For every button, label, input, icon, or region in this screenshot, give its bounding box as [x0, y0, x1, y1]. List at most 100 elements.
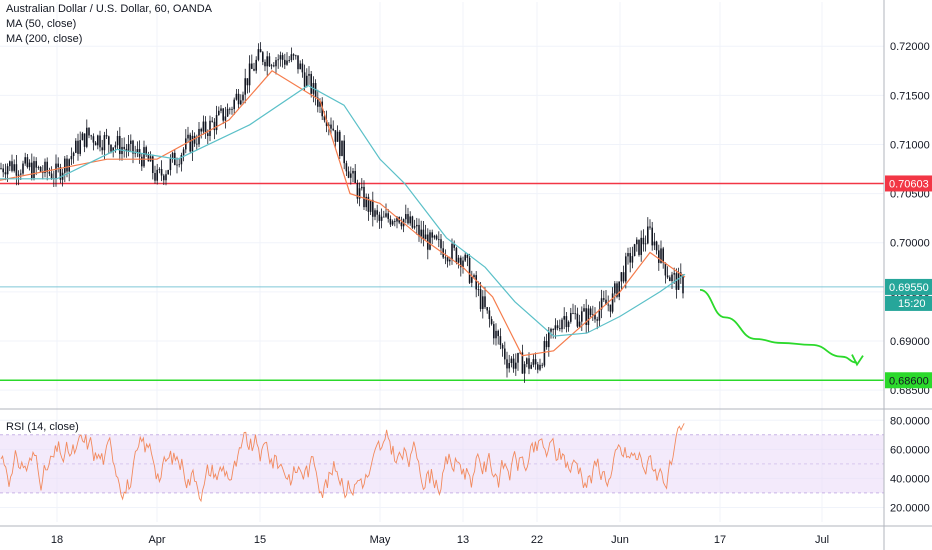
candle-body	[262, 52, 264, 62]
candle-body	[504, 348, 506, 360]
candle-body	[110, 144, 112, 152]
candle-body	[429, 232, 431, 250]
y-tick-label: 0.70500	[890, 189, 930, 201]
candle-body	[220, 108, 222, 111]
candle-body	[83, 133, 86, 147]
candle-body	[211, 120, 213, 122]
candle-body	[453, 243, 455, 248]
candle-body	[561, 319, 563, 330]
candle-body	[125, 148, 128, 151]
rsi-tick-label: 40.0000	[890, 473, 930, 485]
y-tick-label: 0.72000	[890, 41, 930, 53]
candle-body	[55, 163, 57, 179]
candle-body	[275, 60, 277, 67]
candle-body	[378, 214, 381, 221]
candle-body	[264, 61, 266, 67]
candle-body	[400, 222, 403, 227]
candle-body	[266, 56, 268, 67]
candle-body	[682, 276, 684, 294]
x-tick-label: 13	[457, 534, 469, 546]
candle-body	[644, 243, 647, 245]
candle-body	[268, 56, 271, 67]
x-tick-label: 15	[254, 534, 266, 546]
candle-body	[618, 281, 620, 297]
candle-body	[180, 155, 183, 165]
resistance-badge-label: 0.70603	[889, 178, 929, 190]
candle-body	[363, 186, 365, 208]
candle-body	[585, 308, 587, 325]
candle-body	[556, 325, 559, 329]
candle-body	[101, 147, 103, 151]
candle-body	[517, 353, 519, 363]
candle-body	[257, 49, 260, 60]
candle-body	[387, 213, 389, 219]
candle-body	[416, 224, 418, 227]
candle-body	[218, 110, 220, 116]
candle-body	[409, 216, 411, 224]
candle-body	[176, 164, 178, 166]
candle-body	[460, 257, 462, 268]
candle-body	[301, 63, 304, 73]
candle-body	[46, 161, 48, 173]
candle-body	[477, 289, 480, 291]
candle-body	[114, 145, 117, 148]
horizontal-levels[interactable]	[0, 182, 884, 382]
candle-body	[39, 166, 42, 172]
candle-body	[28, 162, 31, 168]
rsi-tick-label: 20.0000	[890, 502, 930, 514]
candle-body	[669, 277, 671, 282]
candle-body	[675, 273, 678, 290]
candle-body	[383, 216, 385, 218]
candle-body	[396, 217, 398, 222]
rsi-legend: RSI (14, close)	[6, 421, 79, 433]
projection-path[interactable]	[699, 288, 864, 367]
candle-body	[11, 161, 13, 171]
candle-body	[651, 227, 653, 246]
candle-body	[231, 109, 233, 110]
candle-body	[154, 172, 156, 181]
projection-curve[interactable]	[699, 288, 858, 364]
candle-body	[574, 313, 576, 315]
candle-body	[583, 308, 585, 312]
candle-body	[600, 298, 603, 310]
candle-body	[462, 260, 464, 268]
candle-body	[567, 321, 570, 328]
candle-body	[677, 272, 680, 290]
candle-body	[187, 134, 189, 139]
candle-body	[251, 63, 253, 69]
candle-body	[226, 108, 229, 117]
candle-body	[435, 235, 438, 240]
candle-body	[57, 163, 59, 168]
rsi-path	[0, 423, 685, 503]
candle-body	[86, 127, 88, 147]
candle-body	[123, 146, 125, 149]
candle-body	[466, 254, 469, 258]
rsi-tick-label: 80.0000	[890, 415, 930, 427]
candle-body	[358, 188, 361, 199]
x-tick-label: Apr	[148, 534, 165, 546]
candle-body	[537, 364, 539, 370]
candle-body	[317, 97, 319, 107]
rsi-band	[0, 434, 884, 494]
candle-body	[143, 147, 145, 167]
candle-body	[240, 100, 242, 105]
candle-body	[486, 307, 488, 311]
current-badge-label: 0.69550	[889, 282, 929, 294]
y-tick-label: 0.69000	[890, 336, 930, 348]
candle-body	[81, 133, 84, 141]
candle-body	[306, 75, 308, 87]
ma50-legend: MA (50, close)	[6, 18, 77, 30]
candle-body	[215, 115, 218, 131]
candle-body	[354, 170, 356, 183]
x-tick-label: 18	[51, 534, 63, 546]
candle-body	[385, 213, 387, 217]
candle-body	[158, 169, 161, 170]
candle-body	[367, 196, 370, 212]
candle-body	[277, 59, 279, 61]
candle-body	[449, 259, 451, 262]
candle-body	[563, 316, 565, 320]
candle-body	[616, 283, 618, 297]
candle-body	[523, 364, 526, 374]
candle-body	[15, 164, 18, 176]
